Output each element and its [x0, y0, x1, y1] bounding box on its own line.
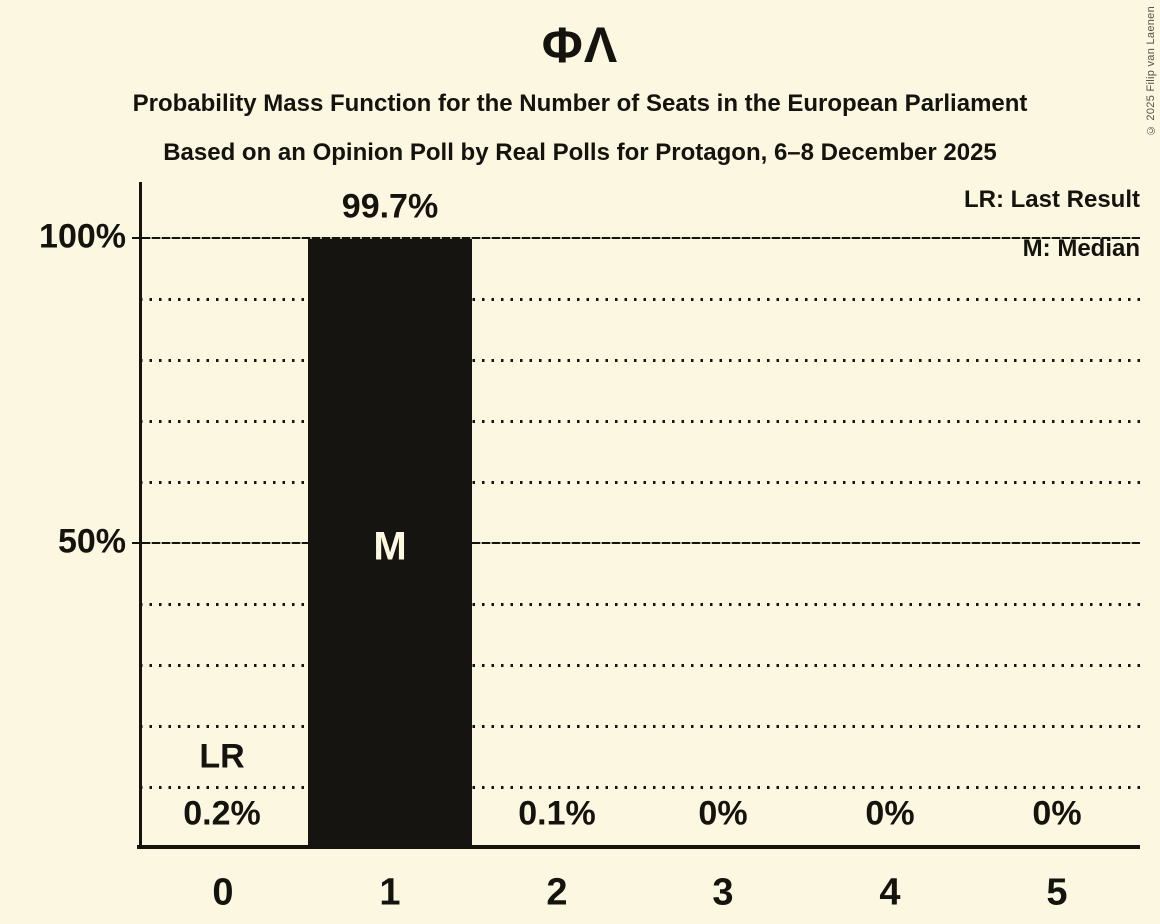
x-axis-line	[137, 845, 1140, 849]
x-tick-label-4: 4	[879, 871, 901, 914]
chart-source-line: Based on an Opinion Poll by Real Polls f…	[163, 139, 997, 166]
value-label-seats-0: 0.2%	[183, 794, 261, 833]
x-tick-label-5: 5	[1046, 871, 1068, 914]
value-label-seats-4: 0%	[865, 794, 915, 833]
y-axis-label-50: 50%	[57, 522, 126, 561]
bar-seats-1	[308, 238, 472, 847]
x-tick-label-0: 0	[212, 871, 234, 914]
gridline-40pct	[140, 603, 1140, 606]
gridline-10pct	[140, 786, 1140, 789]
gridline-20pct	[140, 725, 1140, 728]
chart-title: ΦΛ	[541, 17, 619, 73]
gridline-70pct	[140, 420, 1140, 423]
value-label-seats-1: 99.7%	[341, 187, 439, 226]
chart-subtitle: Probability Mass Function for the Number…	[132, 90, 1028, 117]
x-tick-label-2: 2	[546, 871, 568, 914]
gridline-30pct	[140, 664, 1140, 667]
y-axis-line	[139, 182, 142, 847]
x-tick-label-1: 1	[379, 871, 401, 914]
legend-last-result: LR: Last Result	[963, 186, 1140, 213]
median-marker: M	[373, 524, 407, 569]
gridline-50pct	[132, 542, 1140, 544]
value-label-seats-5: 0%	[1032, 794, 1082, 833]
gridline-100pct	[132, 237, 1140, 239]
gridline-80pct	[140, 359, 1140, 362]
value-label-seats-3: 0%	[698, 794, 748, 833]
gridline-60pct	[140, 481, 1140, 484]
value-label-seats-2: 0.1%	[518, 794, 596, 833]
legend-median: M: Median	[1022, 235, 1140, 262]
x-tick-label-3: 3	[712, 871, 734, 914]
gridline-90pct	[140, 298, 1140, 301]
last-result-marker: LR	[199, 737, 245, 776]
y-axis-label-100: 100%	[39, 217, 126, 256]
plot-area	[132, 182, 1140, 849]
